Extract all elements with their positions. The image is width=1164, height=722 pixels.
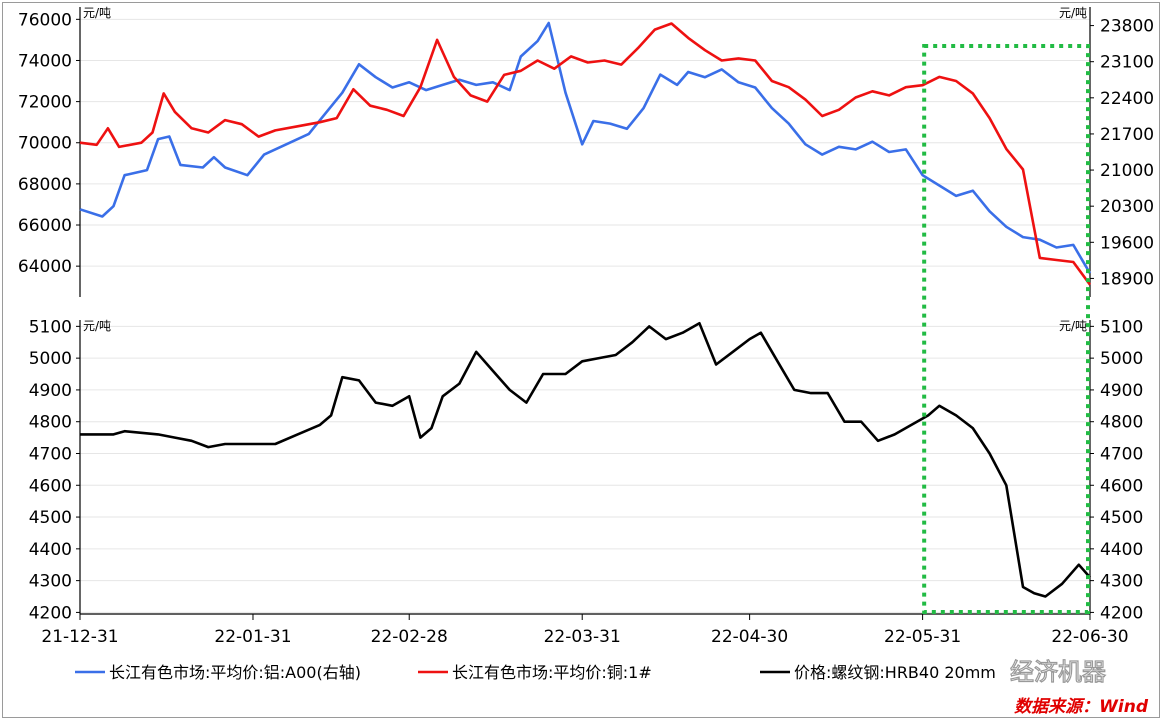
x-tick-label: 22-06-30: [1051, 627, 1128, 647]
top-panel-right-tick-label: 21000: [1100, 161, 1154, 181]
top-panel-left-tick-label: 70000: [18, 134, 72, 154]
top-panel-left-tick-label: 68000: [18, 175, 72, 195]
series-layer: [79, 21, 1092, 598]
highlight-box: [922, 44, 1091, 614]
bottom-panel-right-tick-label: 4500: [1100, 508, 1143, 528]
top-panel-left-tick-label: 66000: [18, 216, 72, 236]
bottom-panel-left-tick-label: 4900: [29, 381, 72, 401]
bottom-panel-left-tick-label: 5100: [29, 317, 72, 337]
x-tick-label: 21-12-31: [41, 627, 118, 647]
top-panel-right-tick-label: 23800: [1100, 17, 1154, 37]
bottom-panel-right-tick-label: 4900: [1100, 381, 1143, 401]
bottom-panel-left-tick-label: 4400: [29, 540, 72, 560]
top-panel-left-tick-label: 76000: [18, 10, 72, 30]
x-tick-label: 22-01-31: [214, 627, 291, 647]
top-panel-left-tick-label: 72000: [18, 93, 72, 113]
top-panel-series-line-0: [79, 21, 1092, 274]
top-panel-right-tick-label: 19600: [1100, 233, 1154, 253]
legend-label-0: 长江有色市场:平均价:铝:A00(右轴): [109, 663, 361, 682]
bottom-panel-right-tick-label: 4600: [1100, 476, 1143, 496]
bottom-panel-left-tick-label: 4600: [29, 476, 72, 496]
bottom-panel-right-tick-label: 4300: [1100, 572, 1143, 592]
top-panel-right-unit: 元/吨: [1059, 6, 1087, 20]
top-panel-right-tick-label: 21700: [1100, 125, 1154, 145]
bottom-panel-left-tick-label: 4800: [29, 413, 72, 433]
x-tick-label: 22-02-28: [371, 627, 448, 647]
bottom-panel-left-tick-label: 4300: [29, 572, 72, 592]
top-panel-right-tick-label: 22400: [1100, 89, 1154, 109]
bottom-panel-right-tick-label: 4200: [1100, 603, 1143, 623]
watermark-text: 经济机器: [1010, 658, 1106, 686]
x-tick-label: 22-05-31: [884, 627, 961, 647]
legend: 长江有色市场:平均价:铝:A00(右轴) 长江有色市场:平均价:铜:1# 价格:螺纹…: [75, 663, 996, 682]
bottom-panel-right-tick-label: 4700: [1100, 444, 1143, 464]
bottom-panel-left-tick-label: 4500: [29, 508, 72, 528]
top-panel-right-tick-label: 18900: [1100, 269, 1154, 289]
bottom-panel-right-tick-label: 4800: [1100, 413, 1143, 433]
x-tick-label: 22-03-31: [544, 627, 621, 647]
grid-layer: [80, 18, 1090, 613]
bottom-panel-right-tick-label: 5000: [1100, 349, 1143, 369]
legend-label-2: 价格:螺纹钢:HRB40 20mm: [794, 663, 996, 682]
top-panel-left-tick-label: 64000: [18, 257, 72, 277]
bottom-panel-left-unit: 元/吨: [83, 319, 111, 333]
top-panel-left-unit: 元/吨: [83, 6, 111, 20]
x-tick-label: 22-04-30: [711, 627, 788, 647]
top-panel-series-line-1: [79, 22, 1092, 286]
top-panel-right-tick-label: 20300: [1100, 197, 1154, 217]
source-label: 数据来源：Wind: [1014, 697, 1149, 717]
bottom-panel-left-tick-label: 5000: [29, 349, 72, 369]
top-panel-right-tick-label: 23100: [1100, 53, 1154, 73]
axes-layer: 64000 66000 68000 70000 72000 74000 76000 18900…: [18, 6, 1154, 647]
legend-label-1: 长江有色市场:平均价:铜:1#: [452, 663, 652, 682]
bottom-panel-left-tick-label: 4200: [29, 603, 72, 623]
top-panel-left-tick-label: 74000: [18, 51, 72, 71]
bottom-panel-right-unit: 元/吨: [1059, 319, 1087, 333]
bottom-panel-right-tick-label: 5100: [1100, 317, 1143, 337]
bottom-panel-right-tick-label: 4400: [1100, 540, 1143, 560]
bottom-panel-left-tick-label: 4700: [29, 444, 72, 464]
bottom-panel-series-line-0: [80, 321, 1091, 598]
